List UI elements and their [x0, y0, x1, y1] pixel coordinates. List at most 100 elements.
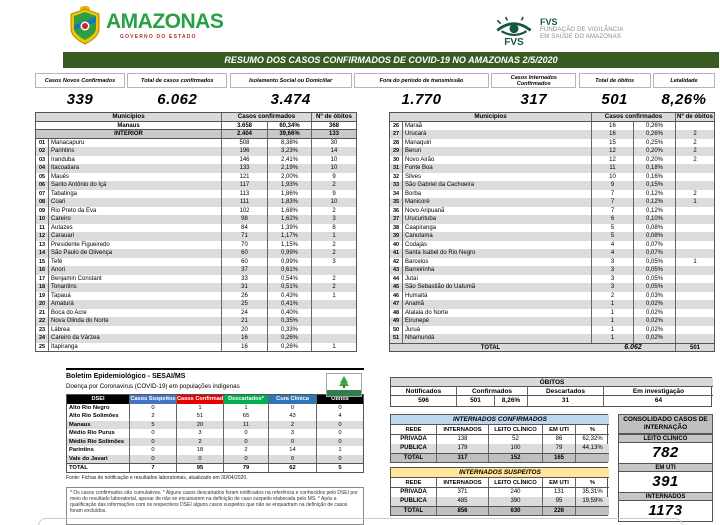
muni-pct: 0,12% [633, 198, 675, 207]
manaus-label: Manaus [36, 122, 221, 130]
muni-name: Manicoré [403, 198, 591, 207]
consolidado-label: LEITO CLÍNICO [619, 434, 712, 443]
muni-name: Lábrea [51, 326, 70, 333]
fvs-line1: FUNDAÇÃO DE VIGILÂNCIA [540, 27, 624, 33]
muni-number: 14 [36, 249, 49, 258]
muni-pct: 1,86% [267, 189, 311, 198]
fvs-line2: EM SAÚDE DO AMAZONAS [540, 34, 622, 40]
muni-deaths [675, 317, 714, 326]
muni-number: 36 [390, 206, 403, 215]
muni-name: Carauari [49, 232, 221, 241]
indigenous-title: Boletim Epidemiológico - SESAI/MS [66, 373, 186, 380]
internados-value: 240 [488, 488, 542, 497]
muni-deaths: 9 [311, 172, 356, 181]
muni-name: Iranduba [51, 156, 75, 163]
deaths-col-header: Confirmados [456, 387, 527, 396]
muni-cases: 5 [591, 232, 633, 241]
muni-pct: 1,17% [267, 232, 311, 241]
dsei-value: 0 [129, 437, 176, 446]
muni-pct: 1,39% [267, 223, 311, 232]
muni-pct: 2,41% [267, 155, 311, 164]
muni-name: Presidente Figueiredo [51, 241, 110, 248]
dsei-total: 5 [316, 463, 363, 472]
muni-cases: 117 [221, 181, 267, 190]
muni-pct: 0,54% [267, 274, 311, 283]
fvs-eye-caption: FVS [504, 37, 524, 48]
muni-name: São Gabriel da Cachoeira [403, 181, 591, 190]
dsei-col-header: Descartados* [223, 395, 268, 404]
muni-deaths: 1 [675, 198, 714, 207]
muni-pct: 0,99% [267, 257, 311, 266]
muni-cases: 7 [591, 198, 633, 207]
muni-name: Benjamin Constant [51, 275, 102, 282]
stat-label: Isolamento Social ou Domiciliar [229, 73, 352, 88]
muni-number: 40 [390, 240, 403, 249]
muni-number: 07 [36, 189, 49, 198]
muni-pct: 0,15% [633, 181, 675, 190]
muni-pct: 0,03% [633, 291, 675, 300]
summary-stat: Fora do período de transmissão 1.770 [353, 73, 489, 108]
dsei-total: 62 [268, 463, 316, 472]
muni-number: 17 [36, 274, 49, 283]
muni-number: 47 [390, 300, 403, 309]
muni-deaths [675, 215, 714, 224]
muni-pct: 0,02% [633, 334, 675, 343]
muni-deaths [675, 172, 714, 181]
muni-cases: 21 [221, 317, 267, 326]
dsei-value: 65 [223, 412, 268, 421]
muni-deaths: 1 [311, 342, 356, 351]
dsei-value: 0 [268, 403, 316, 412]
muni-number: 41 [390, 249, 403, 258]
consolidado-value: 1173 [648, 502, 683, 519]
deaths-value: 501 [456, 396, 494, 406]
muni-deaths [675, 291, 714, 300]
consolidated-title: CONSOLIDADO CASOS DE INTERNAÇÃO [619, 415, 712, 434]
muni-number: 02 [36, 147, 49, 156]
muni-cases: 5 [591, 223, 633, 232]
amazonas-logo-name: AMAZONAS [106, 9, 224, 33]
muni-number: 19 [36, 291, 49, 300]
dsei-value: 0 [129, 429, 176, 438]
interior-label: INTERIOR [36, 130, 221, 139]
muni-pct: 0,12% [633, 206, 675, 215]
muni-number: 10 [36, 215, 49, 224]
muni-number: 29 [390, 147, 403, 156]
muni-pct: 1,15% [267, 240, 311, 249]
muni-number: 26 [390, 121, 403, 130]
muni-number: 12 [36, 232, 49, 241]
muni-number: 20 [36, 300, 49, 309]
muni-deaths [675, 308, 714, 317]
muni-number: 04 [36, 164, 49, 173]
internados-total: TOTAL [391, 506, 436, 515]
muni-pct: 0,26% [267, 334, 311, 343]
muni-number: 23 [36, 325, 49, 334]
muni-pct: 0,18% [633, 164, 675, 173]
total-cases: 6.062 [591, 342, 675, 351]
muni-pct: 0,33% [267, 325, 311, 334]
muni-number: 48 [390, 308, 403, 317]
dsei-value: 11 [223, 420, 268, 429]
muni-pct: 0,02% [633, 317, 675, 326]
sesai-saude-indigena-logo [326, 373, 362, 397]
deaths-value: 8,26% [494, 396, 527, 406]
muni-cases: 84 [221, 223, 267, 232]
internados-total [575, 453, 609, 462]
muni-name: Santo Antônio do Içá [49, 181, 221, 190]
muni-cases: 1 [591, 300, 633, 309]
dsei-value: 18 [176, 446, 223, 455]
internados-value: 390 [488, 497, 542, 506]
dsei-value: 2 [129, 412, 176, 421]
stat-value: 1.770 [401, 91, 442, 108]
deaths-header: Nº de óbitos [311, 113, 356, 122]
muni-cases: 98 [221, 215, 267, 224]
muni-pct: 1,93% [267, 181, 311, 190]
stat-label: Fora do período de transmissão [353, 73, 489, 88]
muni-pct: 2,19% [267, 164, 311, 173]
internados-value: 19,59% [575, 497, 609, 506]
muni-name: Careiro da Várzea [49, 334, 221, 343]
dsei-value: 0 [176, 454, 223, 463]
stat-value: 3.474 [270, 91, 311, 108]
stat-value: 317 [520, 91, 548, 108]
muni-deaths: 2 [311, 206, 356, 215]
